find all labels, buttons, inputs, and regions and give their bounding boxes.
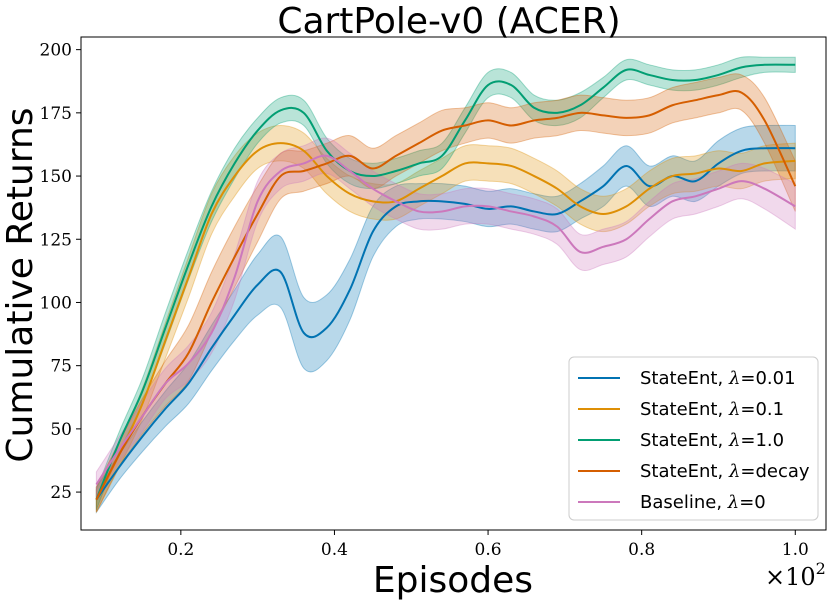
x-axis-ticks: 0.2 0.4 0.6 0.8 1.0: [167, 530, 809, 560]
plot-frame: [80, 36, 827, 531]
legend-entry-2: StateEnt, λ=1.0: [640, 430, 784, 451]
y-tick-label: 75: [50, 357, 72, 377]
legend-entry-3: StateEnt, λ=decay: [640, 461, 810, 482]
chart-title: CartPole-v0 (ACER): [277, 1, 620, 42]
series-lines: [95, 63, 797, 501]
y-axis-ticks: 25 50 75 100 125 150 175 200: [40, 41, 81, 503]
legend: StateEnt, λ=0.01 StateEnt, λ=0.1 StateEnt,…: [568, 356, 819, 521]
y-tick-label: 100: [40, 293, 72, 313]
x-axis-label: Episodes: [373, 560, 533, 601]
x-tick-label: 0.8: [628, 540, 655, 560]
legend-entry-4: Baseline, λ=0: [640, 492, 766, 513]
x-tick-label: 0.4: [321, 540, 348, 560]
series-line-1: [95, 142, 796, 501]
series-band-2: [95, 56, 796, 510]
x-tick-label: 1.0: [782, 540, 809, 560]
legend-entry-0: StateEnt, λ=0.01: [640, 368, 796, 389]
x-axis-scale-label: ×102: [765, 559, 826, 591]
y-tick-label: 175: [40, 104, 72, 124]
x-tick-label: 0.6: [475, 540, 502, 560]
x-tick-label: 0.2: [167, 540, 194, 560]
series-line-3: [95, 90, 797, 501]
y-tick-label: 25: [50, 483, 72, 503]
series-line-4: [95, 154, 796, 486]
series-band-3: [95, 73, 796, 513]
y-axis-label: Cumulative Returns: [0, 107, 41, 462]
series-line-2: [95, 63, 796, 501]
legend-box: [568, 356, 819, 521]
series-band-0: [95, 124, 796, 514]
legend-entry-1: StateEnt, λ=0.1: [640, 399, 784, 420]
y-tick-label: 50: [50, 420, 72, 440]
confidence-bands: [95, 56, 796, 514]
y-tick-label: 125: [40, 230, 72, 250]
y-tick-label: 200: [40, 41, 72, 61]
y-tick-label: 150: [40, 167, 72, 187]
